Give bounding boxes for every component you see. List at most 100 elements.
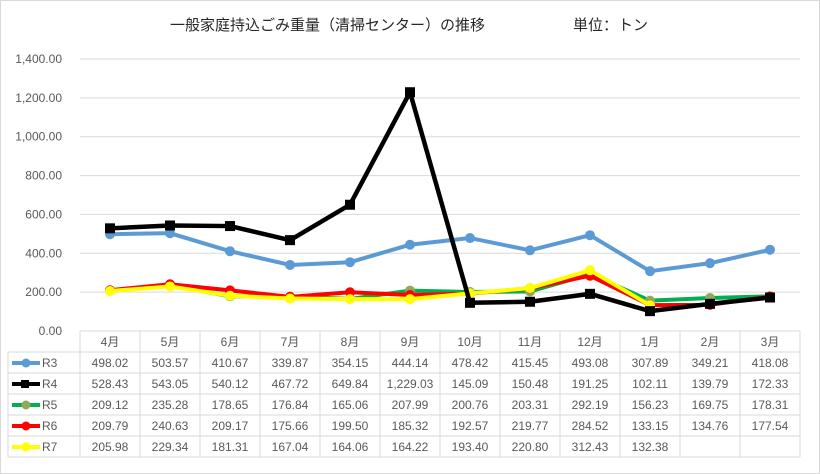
- table-cell: 181.31: [212, 440, 249, 454]
- data-point-r7: [405, 294, 415, 305]
- table-cell: 339.87: [272, 356, 309, 370]
- table-cell: 102.11: [632, 377, 668, 391]
- table-cell: 209.79: [92, 419, 129, 433]
- table-cell: 165.06: [332, 398, 369, 412]
- category-label: 6月: [221, 335, 240, 349]
- category-label: 10月: [457, 335, 482, 349]
- table-cell: 178.65: [212, 398, 249, 412]
- data-point-r3: [585, 230, 595, 241]
- table-cell: 418.08: [752, 356, 789, 370]
- table-cell: 498.02: [92, 356, 129, 370]
- table-cell: 478.42: [452, 356, 489, 370]
- data-point-r7: [525, 283, 535, 294]
- table-cell: 176.84: [272, 398, 309, 412]
- legend-marker: [21, 442, 31, 452]
- table-cell: 164.06: [332, 440, 369, 454]
- table-cell: 307.89: [632, 356, 669, 370]
- table-cell: 169.75: [692, 398, 729, 412]
- category-label: 12月: [577, 335, 602, 349]
- table-cell: 205.98: [92, 440, 129, 454]
- table-cell: 354.15: [332, 356, 369, 370]
- y-tick-label: 0.00: [39, 324, 63, 338]
- table-cell: 178.31: [752, 398, 789, 412]
- table-cell: 164.22: [392, 440, 429, 454]
- legend-label: R3: [42, 356, 58, 370]
- data-point-r4: [645, 306, 655, 317]
- data-point-r7: [285, 293, 295, 304]
- table-cell: 145.09: [452, 377, 489, 391]
- table-cell: 543.05: [152, 377, 189, 391]
- chart-title: 一般家庭持込ごみ重量（清掃センター）の推移: [170, 16, 485, 34]
- legend-marker: [21, 380, 29, 388]
- data-point-r3: [345, 257, 355, 268]
- table-cell: 156.23: [632, 398, 669, 412]
- table-cell: 192.57: [452, 419, 489, 433]
- data-point-r4: [225, 221, 235, 232]
- data-point-r4: [285, 235, 295, 246]
- data-point-r7: [345, 294, 355, 305]
- series-line-r4: [109, 89, 771, 314]
- data-point-r4: [105, 223, 115, 234]
- data-point-r7: [225, 290, 235, 301]
- data-point-r7: [105, 285, 115, 296]
- data-point-r7: [585, 265, 595, 276]
- table-cell: 209.17: [212, 419, 249, 433]
- table-cell: 220.80: [512, 440, 549, 454]
- category-label: 1月: [641, 335, 660, 349]
- table-cell: 410.67: [212, 356, 249, 370]
- y-tick-label: 800.00: [25, 169, 62, 183]
- table-cell: 134.76: [692, 419, 729, 433]
- table-cell: 284.52: [572, 419, 609, 433]
- data-point-r3: [645, 266, 655, 277]
- table-cell: 649.84: [332, 377, 369, 391]
- category-label: 11月: [518, 335, 542, 349]
- table-cell: 150.48: [512, 377, 549, 391]
- data-point-r3: [225, 246, 235, 257]
- category-label: 7月: [281, 335, 300, 349]
- table-cell: 292.19: [572, 398, 609, 412]
- table-cell: 493.08: [572, 356, 609, 370]
- table-cell: 219.77: [512, 419, 549, 433]
- legend-marker: [21, 358, 31, 368]
- table-cell: 167.04: [272, 440, 309, 454]
- table-cell: 172.33: [752, 377, 789, 391]
- category-label: 2月: [701, 335, 720, 349]
- table-cell: 207.99: [392, 398, 429, 412]
- table-cell: 177.54: [752, 419, 789, 433]
- data-point-r4: [585, 288, 595, 299]
- y-tick-label: 400.00: [25, 246, 62, 260]
- data-point-r3: [465, 233, 475, 244]
- table-cell: 175.66: [272, 419, 309, 433]
- data-point-r4: [765, 292, 775, 303]
- data-point-r3: [405, 239, 415, 250]
- data-point-r6: [345, 287, 355, 298]
- data-point-r3: [705, 258, 715, 269]
- data-point-r4: [165, 220, 175, 231]
- data-point-r3: [765, 244, 775, 255]
- table-cell: 185.32: [392, 419, 429, 433]
- data-point-r4: [705, 298, 715, 309]
- table-cell: 312.43: [572, 440, 609, 454]
- unit-label: 単位：トン: [573, 17, 648, 34]
- legend-marker: [21, 400, 31, 410]
- data-point-r3: [285, 259, 295, 270]
- legend-label: R5: [42, 398, 58, 412]
- data-point-r4: [345, 199, 355, 210]
- data-point-r7: [165, 281, 175, 292]
- table-cell: 200.76: [452, 398, 489, 412]
- category-label: 4月: [101, 335, 120, 349]
- category-label: 8月: [341, 335, 360, 349]
- table-cell: 467.72: [272, 377, 309, 391]
- data-point-r4: [465, 297, 475, 308]
- legend-marker: [21, 421, 31, 431]
- table-cell: 191.25: [572, 377, 609, 391]
- y-tick-label: 200.00: [25, 285, 62, 299]
- table-cell: 139.79: [692, 377, 729, 391]
- data-point-r3: [165, 228, 175, 239]
- y-tick-label: 1,200.00: [15, 91, 62, 105]
- table-cell: 528.43: [92, 377, 129, 391]
- table-cell: 444.14: [392, 356, 429, 370]
- series-line-r3: [109, 231, 771, 274]
- data-point-r3: [525, 245, 535, 256]
- legend-label: R7: [42, 440, 58, 454]
